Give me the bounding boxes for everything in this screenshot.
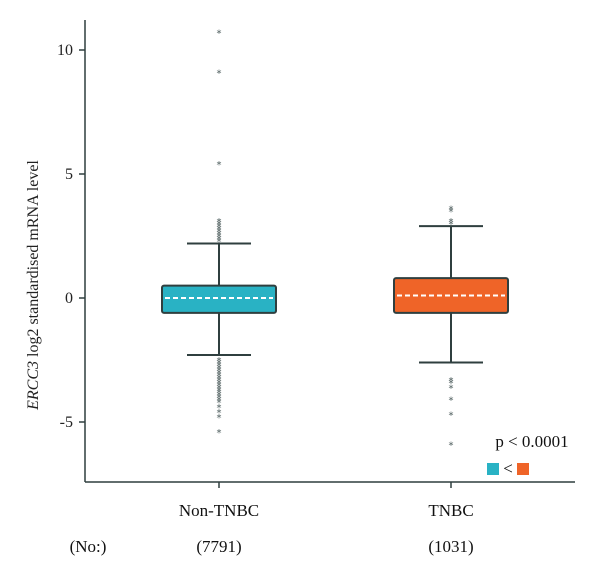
outlier-point-non-tnbc: *: [217, 386, 222, 397]
outlier-point-non-tnbc: *: [217, 396, 222, 407]
outlier-point-non-tnbc: *: [217, 361, 222, 372]
outlier-point-non-tnbc: *: [217, 160, 222, 171]
outlier-point-non-tnbc: *: [217, 356, 222, 367]
outlier-point-non-tnbc: *: [217, 358, 222, 369]
outlier-point-non-tnbc: *: [217, 220, 222, 231]
outlier-point-tnbc: *: [449, 378, 454, 389]
outlier-point-non-tnbc: *: [217, 383, 222, 394]
outlier-point-non-tnbc: *: [217, 29, 222, 40]
legend-less-than-symbol: <: [503, 459, 513, 478]
y-tick-label: 5: [65, 166, 73, 183]
outlier-point-non-tnbc: *: [217, 408, 222, 419]
outlier-point-non-tnbc: *: [217, 234, 222, 245]
legend-swatch-non-tnbc: [487, 463, 499, 475]
x-category-label-non-tnbc: Non-TNBC: [179, 501, 259, 520]
outlier-point-non-tnbc: *: [217, 381, 222, 392]
outlier-point-tnbc: *: [449, 396, 454, 407]
x-category-label-tnbc: TNBC: [428, 501, 473, 520]
box-tnbc: [393, 277, 509, 314]
count-label-non-tnbc: (7791): [196, 537, 241, 556]
outlier-point-tnbc: *: [449, 217, 454, 228]
outlier-point-non-tnbc: *: [217, 225, 222, 236]
outlier-point-non-tnbc: *: [217, 227, 222, 238]
y-ticks: 10 5 0 -5: [57, 42, 85, 431]
outlier-point-non-tnbc: *: [217, 68, 222, 79]
pvalue-annotation: p < 0.0001 <: [487, 432, 569, 478]
y-tick-label: 10: [57, 42, 73, 59]
outlier-point-tnbc: *: [449, 376, 454, 387]
outlier-point-non-tnbc: *: [217, 398, 222, 409]
outlier-points: ****************************************…: [217, 29, 454, 452]
outlier-point-non-tnbc: *: [217, 413, 222, 424]
outlier-point-non-tnbc: *: [217, 232, 222, 243]
outlier-point-tnbc: *: [449, 207, 454, 218]
outlier-point-non-tnbc: *: [217, 230, 222, 241]
outlier-point-non-tnbc: *: [217, 378, 222, 389]
outlier-point-non-tnbc: *: [217, 388, 222, 399]
outlier-point-tnbc: *: [449, 440, 454, 451]
pvalue-text: p < 0.0001: [495, 432, 568, 451]
y-tick-label: 0: [65, 290, 73, 307]
outlier-point-tnbc: *: [449, 383, 454, 394]
outlier-point-non-tnbc: *: [217, 373, 222, 384]
outlier-point-non-tnbc: *: [217, 376, 222, 387]
count-label-tnbc: (1031): [428, 537, 473, 556]
x-labels: Non-TNBC (7791) TNBC (1031): [179, 501, 474, 556]
box-series: [161, 225, 509, 364]
outlier-point-non-tnbc: *: [217, 403, 222, 414]
outlier-point-tnbc: *: [449, 220, 454, 231]
outlier-point-non-tnbc: *: [217, 366, 222, 377]
outlier-point-non-tnbc: *: [217, 363, 222, 374]
outlier-point-non-tnbc: *: [217, 237, 222, 248]
y-tick-label: -5: [60, 414, 73, 431]
outlier-point-non-tnbc: *: [217, 391, 222, 402]
axes: [84, 20, 575, 488]
y-axis-label: ERCC3 log2 standardised mRNA level: [25, 160, 42, 411]
outlier-point-tnbc: *: [449, 205, 454, 216]
outlier-point-tnbc: *: [449, 411, 454, 422]
legend-swatch-tnbc: [517, 463, 529, 475]
outlier-point-non-tnbc: *: [217, 371, 222, 382]
box-non-tnbc: [161, 284, 277, 314]
outlier-point-non-tnbc: *: [217, 428, 222, 439]
outlier-point-non-tnbc: *: [217, 222, 222, 233]
outlier-point-non-tnbc: *: [217, 217, 222, 228]
outlier-point-non-tnbc: *: [217, 393, 222, 404]
count-prefix-label: (No:): [70, 537, 107, 556]
outlier-point-non-tnbc: *: [217, 368, 222, 379]
